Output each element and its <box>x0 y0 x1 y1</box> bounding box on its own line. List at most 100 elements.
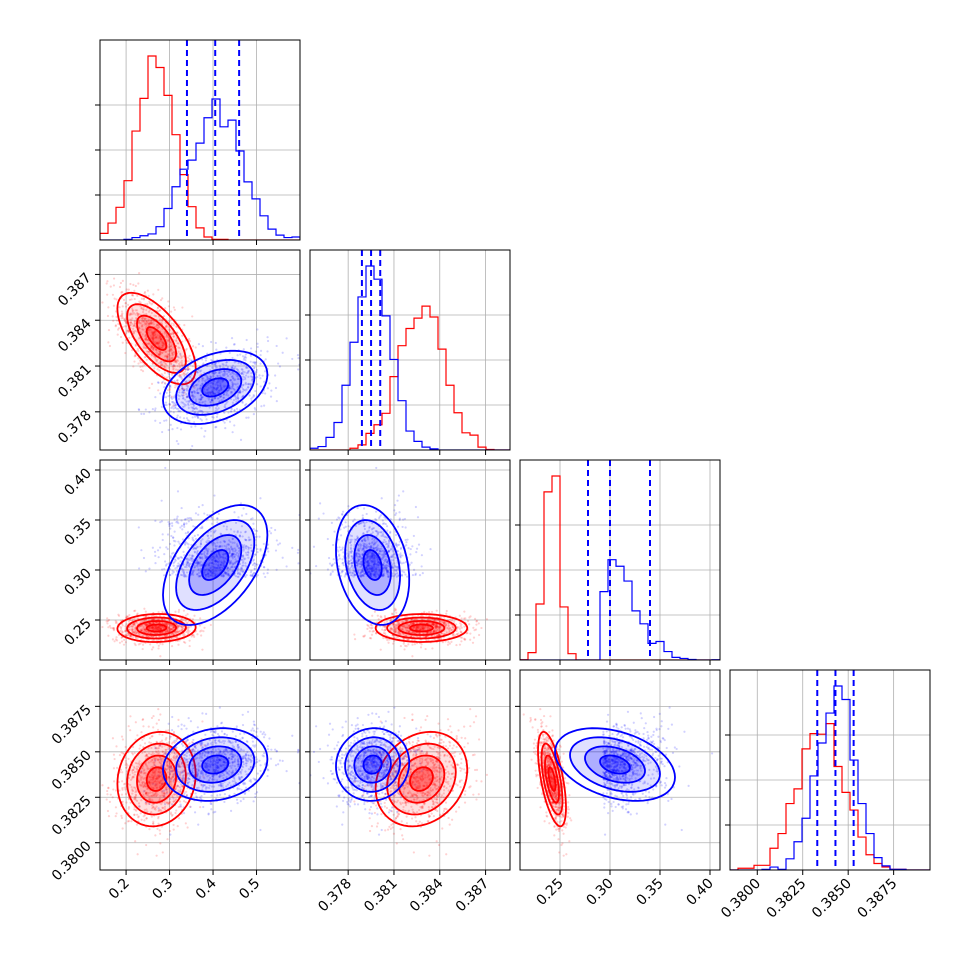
sample-point <box>138 567 141 570</box>
sample-point <box>117 328 120 331</box>
sample-point <box>394 629 397 633</box>
sample-point <box>177 356 181 359</box>
sample-point <box>143 623 147 626</box>
sample-point <box>423 635 426 638</box>
sample-point <box>249 375 252 378</box>
sample-point <box>188 517 191 520</box>
sample-point <box>145 623 148 626</box>
sample-point <box>172 407 175 410</box>
sample-point <box>228 420 232 423</box>
sample-point <box>149 334 153 337</box>
sample-point <box>233 553 236 556</box>
sample-point <box>174 567 177 570</box>
sample-point <box>259 362 262 365</box>
sample-point <box>219 395 222 398</box>
sample-point <box>234 365 237 369</box>
sample-point <box>105 620 108 623</box>
sample-point <box>253 406 256 410</box>
sample-point <box>236 393 240 396</box>
sample-point <box>162 315 166 318</box>
sample-point <box>444 624 447 627</box>
sample-point <box>158 340 161 343</box>
sample-point <box>171 405 174 408</box>
sample-point <box>197 562 200 565</box>
sample-point <box>159 362 162 365</box>
sample-point <box>441 622 445 625</box>
sample-point <box>214 547 217 550</box>
sample-point <box>157 381 160 384</box>
sample-point <box>250 544 253 547</box>
sample-point <box>129 321 132 324</box>
sample-point <box>253 564 257 568</box>
sample-point <box>165 391 168 395</box>
sample-point <box>220 545 224 548</box>
sample-point <box>215 560 219 563</box>
sample-point <box>225 364 228 367</box>
sample-point <box>119 627 123 630</box>
sample-point <box>185 557 188 561</box>
sample-point <box>210 570 213 573</box>
sample-point <box>407 547 410 550</box>
sample-point <box>192 404 195 407</box>
sample-point <box>197 575 200 578</box>
sample-point <box>223 411 226 414</box>
sample-point <box>154 342 158 345</box>
sample-point <box>253 361 256 364</box>
sample-point <box>140 368 143 372</box>
sample-point <box>219 533 223 536</box>
sample-point <box>133 609 136 613</box>
sample-point <box>218 554 221 557</box>
sample-point <box>259 349 263 352</box>
sample-point <box>213 392 216 395</box>
sample-point <box>222 563 225 566</box>
sample-point <box>209 376 212 379</box>
sample-point <box>207 398 211 401</box>
sample-point <box>160 321 163 324</box>
sample-point <box>244 538 247 541</box>
sample-point <box>207 391 210 394</box>
sample-point <box>156 628 159 631</box>
sample-point <box>219 563 222 566</box>
sample-point <box>204 429 207 433</box>
sample-point <box>366 623 369 627</box>
sample-point <box>255 529 259 533</box>
sample-point <box>178 388 181 392</box>
sample-point <box>207 571 210 575</box>
sample-point <box>226 400 229 403</box>
sample-point <box>193 407 196 410</box>
sample-point <box>166 358 169 361</box>
sample-point <box>145 623 148 626</box>
sample-point <box>156 358 159 361</box>
sample-point <box>259 354 262 357</box>
sample-point <box>157 625 161 628</box>
sample-point <box>254 553 257 556</box>
sample-point <box>172 322 175 325</box>
sample-point <box>194 410 197 414</box>
sample-point <box>145 624 148 627</box>
sample-point <box>179 352 182 355</box>
sample-point <box>249 347 253 350</box>
sample-point <box>174 384 177 387</box>
sample-point <box>171 624 174 627</box>
sample-point <box>177 625 180 628</box>
sample-point <box>180 618 183 621</box>
sample-point <box>155 341 159 344</box>
sample-point <box>215 555 218 558</box>
sample-point <box>168 522 172 525</box>
sample-point <box>171 572 174 575</box>
sample-point <box>366 627 369 630</box>
sample-point <box>424 632 427 635</box>
sample-point <box>133 623 136 626</box>
sample-point <box>201 648 204 651</box>
sample-point <box>211 570 214 573</box>
sample-point <box>250 569 253 572</box>
sample-point <box>118 306 121 309</box>
sample-point <box>134 626 137 629</box>
sample-point <box>212 392 215 395</box>
sample-point <box>369 637 373 640</box>
sample-point <box>463 638 466 641</box>
sample-point <box>184 403 187 407</box>
sample-point <box>162 574 166 577</box>
sample-point <box>184 575 187 578</box>
sample-point <box>157 324 160 327</box>
